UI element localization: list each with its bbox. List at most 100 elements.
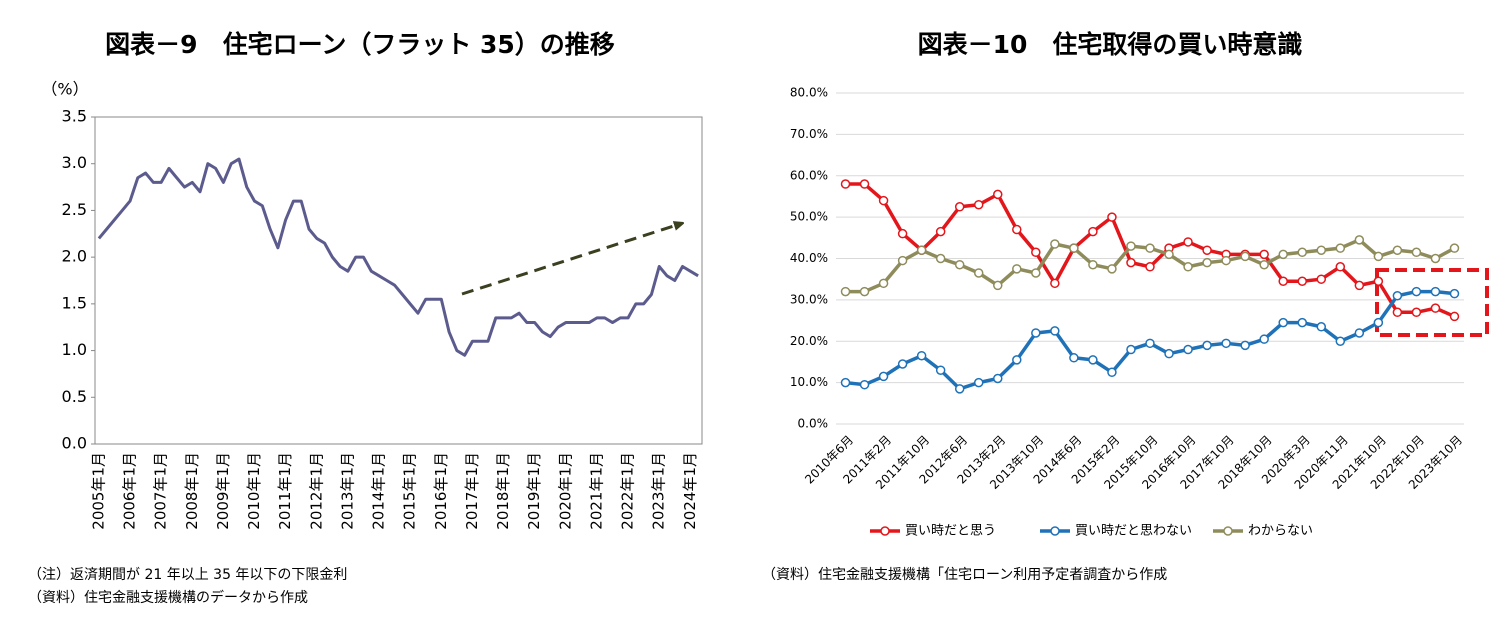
legend-marker (1223, 526, 1233, 536)
data-point (1373, 317, 1384, 328)
y-tick-label: 2.0 (62, 247, 87, 266)
data-point (1430, 253, 1441, 264)
data-point (1050, 278, 1060, 289)
legend-label: 買い時だと思わない (1075, 524, 1192, 539)
data-point (1373, 251, 1384, 262)
data-point (935, 365, 946, 375)
data-point (1240, 340, 1250, 351)
data-point (1297, 276, 1307, 287)
data-point (859, 286, 870, 297)
data-point (1145, 262, 1155, 272)
x-tick-label: 2017年1月 (463, 452, 481, 530)
y-tick-label: 40.0% (790, 251, 828, 265)
data-point (859, 379, 870, 390)
data-point (1202, 340, 1212, 351)
data-point (840, 179, 851, 189)
data-point (935, 226, 946, 237)
highlight-box (1375, 268, 1489, 337)
data-point (1449, 243, 1460, 253)
data-point (1050, 326, 1060, 336)
data-point (993, 373, 1003, 384)
x-tick-label: 2005年1月 (89, 452, 107, 530)
data-point (1107, 367, 1117, 378)
y-tick-label: 10.0% (790, 375, 828, 389)
x-tick-label: 2021年1月 (587, 452, 605, 530)
data-point (1449, 288, 1460, 299)
data-point (1107, 212, 1117, 222)
data-point (1145, 243, 1155, 253)
data-point (1354, 235, 1365, 245)
data-point (1050, 239, 1060, 249)
x-tick-label: 2011年1月 (276, 452, 294, 530)
data-point (1354, 328, 1365, 338)
data-point (1392, 307, 1403, 318)
data-point (897, 359, 908, 369)
data-point (1164, 249, 1174, 260)
data-point (1088, 355, 1098, 365)
data-point (1392, 245, 1403, 255)
data-point (1183, 262, 1193, 272)
data-point (1259, 249, 1269, 260)
data-point (1430, 303, 1441, 313)
y-tick-label: 1.0 (62, 340, 87, 359)
legend-label: 買い時だと思う (905, 524, 996, 539)
y-tick-label: 3.0 (62, 153, 87, 172)
y-tick-label: 2.5 (62, 200, 87, 219)
y-tick-label: 1.5 (62, 293, 87, 312)
legend-marker (880, 526, 890, 536)
x-tick-label: 2006年1月 (121, 452, 139, 530)
data-point (1259, 259, 1269, 270)
data-point (1088, 259, 1098, 270)
note: （資料）住宅金融支援機構のデータから作成 (28, 589, 308, 606)
data-point (840, 286, 851, 297)
data-point (1278, 317, 1288, 328)
data-point (1316, 322, 1327, 332)
y-tick-label: 50.0% (790, 210, 828, 224)
data-point (1373, 276, 1384, 287)
x-tick-label: 2020年1月 (556, 452, 574, 530)
data-point (1316, 274, 1327, 284)
data-point (1449, 311, 1460, 322)
x-tick-label: 2009年1月 (214, 452, 232, 530)
data-point (1126, 241, 1136, 251)
y-tick-label: 0.5 (62, 387, 87, 406)
data-point (1202, 257, 1212, 268)
data-point (1126, 257, 1136, 268)
data-point (1316, 245, 1327, 255)
data-line (97, 157, 699, 357)
data-point (1088, 226, 1098, 237)
data-point (897, 255, 908, 266)
data-point (1392, 290, 1403, 301)
data-point (1031, 247, 1041, 258)
data-point (1012, 355, 1022, 365)
data-point (1335, 243, 1346, 253)
data-point (1411, 286, 1422, 297)
data-point (1430, 286, 1441, 297)
data-point (973, 199, 984, 210)
note: （注）返済期間が 21 年以上 35 年以下の下限金利 (28, 567, 347, 583)
data-point (1164, 348, 1174, 359)
data-point (1069, 353, 1079, 363)
data-point (1411, 247, 1422, 258)
x-tick-label: 2022年1月 (619, 452, 637, 530)
data-point (1259, 334, 1269, 344)
x-tick-label: 2023年1月 (650, 452, 668, 530)
x-tick-label: 2014年1月 (370, 452, 388, 530)
data-point (954, 259, 965, 270)
data-point (1145, 338, 1155, 349)
data-point (1202, 245, 1212, 255)
data-point (897, 228, 908, 239)
data-point (935, 253, 946, 264)
data-point (916, 245, 927, 255)
data-point (993, 280, 1003, 291)
x-tick-label: 2007年1月 (152, 452, 170, 530)
data-point (1411, 307, 1422, 318)
trend-arrow (461, 224, 680, 296)
note: （資料）住宅金融支援機構「住宅ローン利用予定者調査から作成 (762, 567, 1167, 583)
data-point (973, 377, 984, 388)
data-point (954, 202, 965, 212)
data-point (1240, 251, 1250, 262)
data-point (993, 189, 1003, 200)
data-point (1012, 224, 1022, 235)
